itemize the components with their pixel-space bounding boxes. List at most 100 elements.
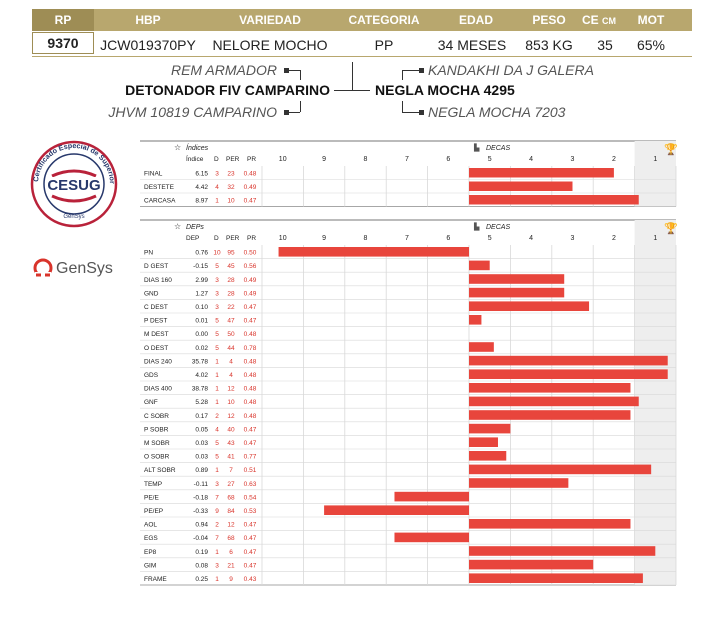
deca-bar: [469, 355, 668, 366]
row-pr: 0.47: [244, 304, 257, 311]
row-name: O SOBR: [144, 454, 170, 461]
ped-line: [334, 90, 370, 91]
row-name: P DEST: [144, 318, 167, 325]
col-header: PER: [226, 156, 240, 163]
header-bar: RP HBP VARIEDAD CATEGORIA EDAD PESO CE C…: [32, 9, 692, 31]
row-name: M SOBR: [144, 440, 170, 447]
col-hbp: HBP: [135, 13, 161, 27]
row-value: 35.78: [192, 358, 209, 365]
ped-line: [300, 101, 301, 112]
deca-bar: [469, 181, 573, 191]
row-per: 4: [229, 358, 233, 365]
row-pr: 0.49: [244, 277, 257, 284]
row-value: -0.18: [193, 494, 208, 501]
row-pr: 0.47: [244, 562, 257, 569]
row-per: 47: [227, 318, 235, 325]
row-value: 0.02: [195, 345, 208, 352]
deca-bar: [394, 532, 469, 543]
row-per: 12: [227, 413, 235, 420]
row-value: -0.11: [194, 481, 209, 488]
deca-bar: [469, 383, 631, 393]
row-pr: 0.48: [244, 399, 257, 406]
col-variedad: VARIEDAD: [239, 13, 301, 27]
row-value: 0.10: [195, 304, 208, 311]
row-pr: 0.48: [244, 413, 257, 420]
row-pr: 0.56: [244, 263, 257, 270]
row-d: 1: [215, 198, 219, 205]
ped-dot: [284, 68, 289, 73]
deca-label: 8: [364, 235, 368, 242]
row-per: 68: [227, 494, 235, 501]
row-value: 0.03: [195, 440, 208, 447]
deca-bar: [469, 546, 656, 556]
dam: NEGLA MOCHA 4295: [375, 82, 515, 98]
row-pr: 0.53: [244, 508, 257, 515]
row-per: 6: [229, 549, 233, 556]
rp-value: 9370: [32, 32, 94, 54]
row-d: 3: [215, 562, 219, 569]
chart-icon: ▙: [473, 222, 480, 231]
cesug-bottom-text: GenSys: [63, 214, 84, 220]
row-name: DIAS 160: [144, 277, 172, 284]
ped-line: [402, 70, 403, 80]
drop-icon: ☆: [174, 222, 181, 231]
row-value: 1.27: [195, 290, 208, 297]
row-d: 1: [215, 372, 219, 379]
trophy-icon: 🏆: [664, 143, 678, 156]
star-icon: ☆: [174, 143, 181, 152]
row-per: 7: [229, 467, 233, 474]
deca-bar: [278, 247, 469, 257]
deca-label: 7: [405, 235, 409, 242]
row-per: 23: [227, 171, 235, 178]
deca-bar: [469, 168, 614, 178]
deca-bar: [394, 491, 469, 502]
row-pr: 0.49: [244, 290, 257, 297]
row-name: M DEST: [144, 331, 169, 338]
deca-label: 9: [322, 156, 326, 163]
row-name: PE/EP: [144, 508, 163, 515]
table-title: DEPs: [186, 224, 204, 231]
sire-dam: JHVM 10819 CAMPARINO: [108, 104, 277, 120]
row-d: 5: [215, 331, 219, 338]
row-name: PE/E: [144, 494, 159, 501]
deca-label: 7: [405, 156, 409, 163]
col-peso: PESO: [532, 13, 566, 27]
col-header: PR: [247, 156, 256, 163]
row-value: 0.01: [195, 318, 208, 325]
row-d: 2: [215, 522, 219, 529]
chart-icon: ▙: [473, 143, 480, 152]
deca-bar: [469, 519, 631, 529]
dam-sire: KANDAKHI DA J GALERA: [428, 62, 594, 78]
row-d: 4: [215, 184, 219, 191]
row-d: 3: [215, 290, 219, 297]
deca-label: 4: [529, 156, 533, 163]
row-pr: 0.48: [244, 171, 257, 178]
row-pr: 0.50: [244, 250, 257, 257]
col-header: PER: [226, 235, 240, 242]
row-per: 10: [227, 198, 235, 205]
deca-label: 6: [446, 156, 450, 163]
ped-line: [402, 112, 424, 113]
deca-label: 2: [612, 156, 616, 163]
row-name: ALT SOBR: [144, 467, 176, 474]
col-mot: MOT: [637, 13, 665, 27]
row-per: 68: [227, 535, 235, 542]
gensys-text: GenSys: [56, 260, 113, 277]
row-per: 10: [227, 399, 235, 406]
row-d: 5: [215, 318, 219, 325]
row-pr: 0.47: [244, 426, 257, 433]
deca-bar: [469, 478, 569, 488]
row-d: 3: [215, 277, 219, 284]
row-name: GND: [144, 290, 159, 297]
col-rp-label: RP: [54, 13, 72, 27]
row-name: CARCASA: [144, 198, 176, 205]
ce-value: 35: [597, 37, 613, 53]
sire: DETONADOR FIV CAMPARINO: [125, 82, 330, 98]
deca-bar: [469, 260, 490, 271]
row-name: C SOBR: [144, 413, 169, 420]
row-per: 84: [227, 508, 235, 515]
deca-label: 1: [653, 235, 657, 242]
row-value: 0.17: [195, 413, 208, 420]
row-d: 1: [215, 358, 219, 365]
